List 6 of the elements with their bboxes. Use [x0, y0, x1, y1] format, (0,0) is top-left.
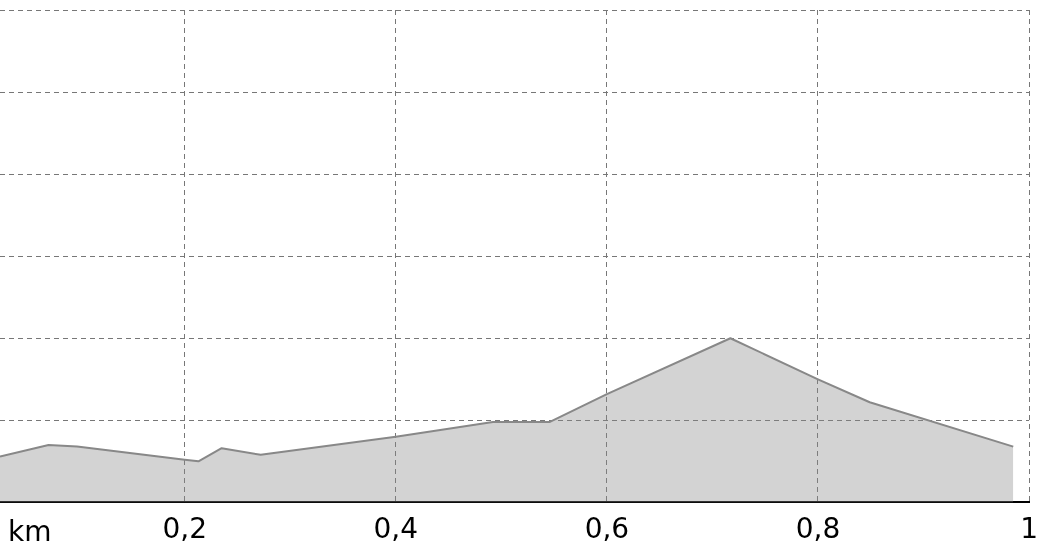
- x-tick-label: 0,2: [162, 512, 207, 546]
- x-tick-label: 0,6: [584, 512, 630, 546]
- x-tick-label: 0,8: [795, 512, 841, 546]
- x-tick-label: 1: [1020, 512, 1039, 546]
- x-axis-title: km: [8, 515, 52, 549]
- x-tick-label: 0,4: [373, 512, 419, 546]
